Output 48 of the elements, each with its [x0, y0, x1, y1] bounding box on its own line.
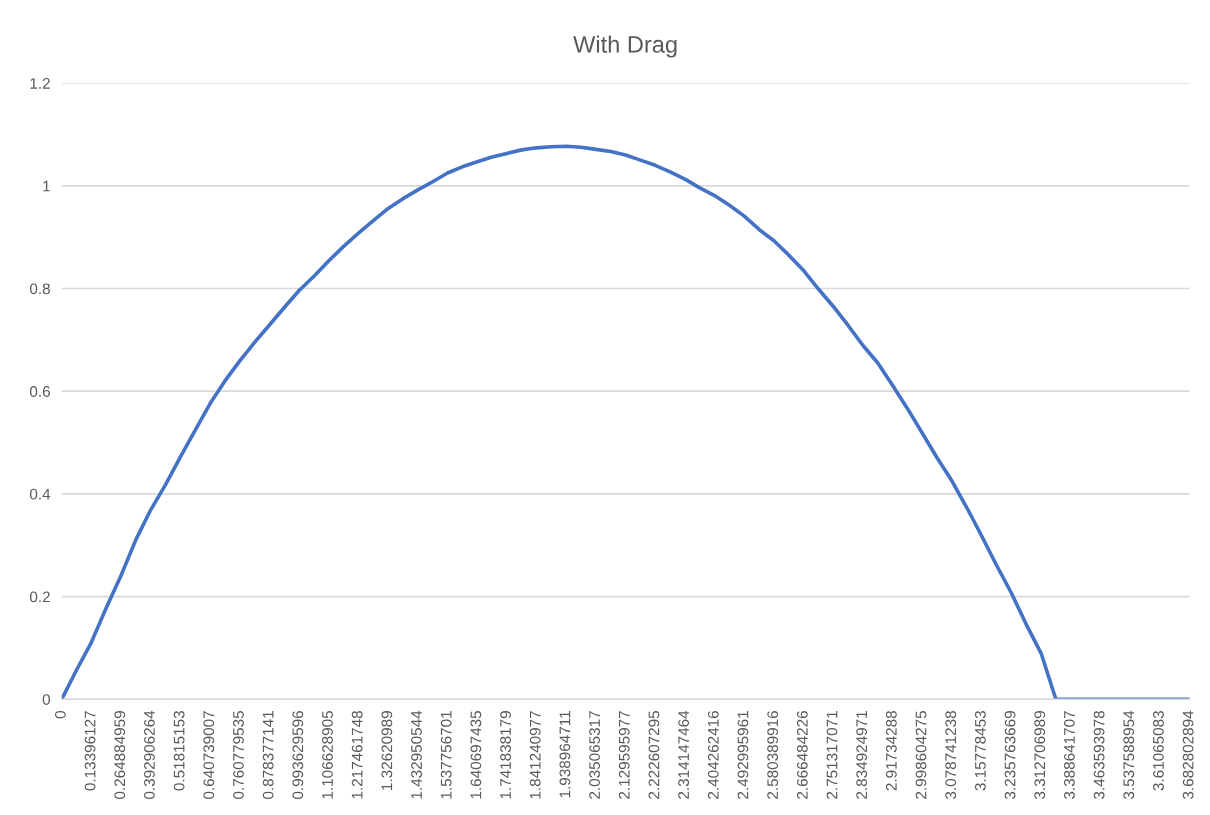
x-tick-label: 2.751317071: [826, 711, 838, 799]
x-tick-label: 1.106628905: [322, 711, 333, 799]
y-tick-label: 0.8: [29, 283, 50, 295]
x-tick-label: 0.760779535: [233, 711, 244, 799]
x-tick-label: 2.834924971: [856, 711, 868, 799]
x-tick-label: 3.235763669: [1004, 711, 1016, 799]
x-tick-label: 0.264884959: [114, 711, 126, 799]
x-tick-label: 1.432950544: [411, 710, 422, 799]
x-tick-label: 2.222607295: [648, 711, 660, 799]
x-tick-label: 2.404262416: [707, 711, 719, 799]
chart-title: With Drag: [573, 35, 677, 58]
y-tick-label: 1.2: [30, 78, 50, 89]
x-tick-label: 1.217461748: [351, 711, 363, 799]
x-tick-label: 3.078741238: [945, 711, 957, 799]
x-tick-label: 3.388641707: [1064, 711, 1075, 799]
x-tick-label: 0.640739007: [203, 711, 215, 799]
x-tick-label: 3.15778453: [974, 711, 986, 791]
x-tick-label: 1.938964711: [559, 711, 571, 798]
x-tick-label: 2.580389916: [767, 711, 779, 799]
x-tick-label: 2.666484226: [796, 711, 808, 799]
x-tick-label: 3.463593978: [1093, 711, 1105, 799]
y-tick-label: 0: [42, 694, 50, 705]
x-tick-label: 2.035065317: [589, 711, 600, 799]
x-tick-label: 3.312706989: [1034, 711, 1046, 799]
x-tick-label: 2.314147464: [678, 710, 690, 799]
x-tick-label: 1.537756701: [440, 711, 452, 799]
x-tick-label: 0.51815153: [173, 711, 185, 791]
x-tick-label: 0.878377141: [262, 711, 274, 799]
x-tick-label: 0.392906264: [144, 710, 155, 799]
x-tick-label: 0: [54, 710, 66, 719]
x-tick-label: 2.129595977: [618, 711, 630, 799]
x-tick-label: 0.993629596: [292, 711, 304, 799]
x-tick-label: 0.13396127: [84, 711, 96, 791]
x-tick-label: 3.682802894: [1182, 710, 1194, 799]
x-tick-label: 2.492995961: [737, 711, 749, 799]
x-tick-label: 1.841240977: [529, 711, 541, 799]
x-tick-label: 2.998604275: [915, 711, 927, 799]
x-tick-label: 1.32620989: [381, 711, 393, 790]
x-tick-label: 3.537588954: [1123, 710, 1135, 799]
x-tick-label: 2.91734288: [885, 711, 897, 791]
y-tick-label: 0.4: [29, 488, 51, 500]
y-tick-label: 0.6: [29, 386, 50, 397]
x-tick-label: 3.61065083: [1153, 711, 1164, 791]
x-tick-label: 1.741838179: [500, 711, 511, 799]
y-tick-label: 1: [43, 180, 50, 192]
x-tick-label: 1.640697435: [470, 711, 482, 799]
line-series: [61, 144, 1190, 700]
y-tick-label: 0.2: [29, 591, 50, 603]
